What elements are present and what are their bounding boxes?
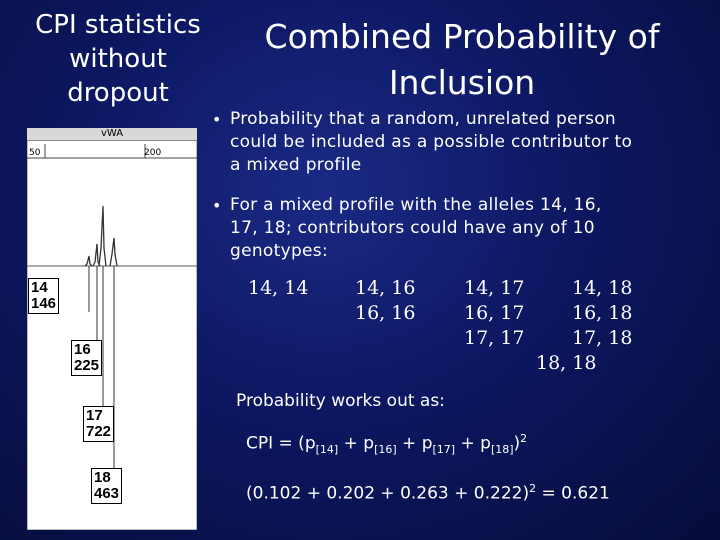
electropherogram-panel: vWA 50 200 14 146 16 225 17 722 18 463 <box>27 128 197 530</box>
allele-number: 16 <box>74 341 91 358</box>
allele-label-box: 14 146 <box>28 278 60 314</box>
slide-title-line: Combined Probability of <box>264 17 660 56</box>
bullet-line: could be included as a possible contribu… <box>230 132 633 152</box>
genotype: 14, 17 <box>464 277 525 299</box>
genotype-column-2: 14, 16 16, 16 <box>355 276 415 326</box>
peak-14 <box>84 255 93 267</box>
formula-text: ) <box>513 433 521 454</box>
slide-title-line: Inclusion <box>388 63 536 102</box>
allele-label-box: 18 463 <box>91 468 123 504</box>
peak-height: 463 <box>94 485 120 502</box>
formula-subscript: [14] <box>315 443 339 457</box>
allele-label-box: 16 225 <box>71 340 103 376</box>
slide-title: Combined Probability of Inclusion <box>232 14 692 106</box>
locus-name: vWA <box>100 128 124 139</box>
bullet-line: For a mixed profile with the alleles 14,… <box>230 195 602 215</box>
electropherogram-graphic <box>27 128 197 530</box>
allele-number: 17 <box>86 407 103 424</box>
formula-subscript: [18] <box>490 443 514 457</box>
genotype: 17, 18 <box>572 327 633 349</box>
probability-label: Probability works out as: <box>236 391 445 411</box>
calc-expression: (0.102 + 0.202 + 0.263 + 0.222) <box>246 483 530 504</box>
cpi-formula: CPI = (p[14] + p[16] + p[17] + p[18])2 <box>246 432 527 456</box>
genotype: 16, 18 <box>572 302 633 324</box>
bullet-line: Probability that a random, unrelated per… <box>230 109 617 129</box>
left-title-line: dropout <box>67 78 169 108</box>
genotype: 16, 17 <box>464 302 525 324</box>
bullet-definition: • Probability that a random, unrelated p… <box>212 108 702 180</box>
allele-label-box: 17 722 <box>83 406 115 442</box>
formula-subscript: [16] <box>374 443 397 457</box>
genotype: 17, 17 <box>464 327 525 349</box>
axis-tick-label: 200 <box>144 148 162 158</box>
genotype: 14, 16 <box>355 277 416 299</box>
allele-number: 14 <box>31 279 48 296</box>
genotype: 18, 18 <box>536 352 597 374</box>
bullet-line: genotypes: <box>230 241 328 261</box>
left-title: CPI statistics without dropout <box>22 8 214 110</box>
peak-17 <box>98 205 107 267</box>
axis-tick-label: 50 <box>29 148 41 158</box>
formula-text: + p <box>455 433 491 454</box>
bullet-dot-icon: • <box>212 110 222 129</box>
genotype-column-4: 14, 18 16, 18 17, 18 18, 18 <box>536 276 633 376</box>
formula-text: + p <box>396 433 433 454</box>
allele-number: 18 <box>94 469 111 486</box>
cpi-calculation: (0.102 + 0.202 + 0.263 + 0.222)2 = 0.621 <box>246 482 610 504</box>
bullet-line: 17, 18; contributors could have any of 1… <box>230 218 595 238</box>
formula-exponent: 2 <box>520 432 528 445</box>
peak-height: 146 <box>31 295 57 312</box>
genotype-column-1: 14, 14 <box>248 276 308 301</box>
left-title-line: without <box>69 44 167 74</box>
formula-text: + p <box>338 433 375 454</box>
genotype: 16, 16 <box>355 302 416 324</box>
formula-text: CPI = (p <box>246 433 316 454</box>
peak-18 <box>109 237 118 267</box>
bullet-line: a mixed profile <box>230 155 362 175</box>
calc-exponent: 2 <box>529 482 537 495</box>
left-title-line: CPI statistics <box>35 10 201 40</box>
genotype: 14, 18 <box>572 277 633 299</box>
bullet-genotypes: • For a mixed profile with the alleles 1… <box>212 194 702 266</box>
peak-height: 225 <box>74 357 100 374</box>
peak-height: 722 <box>86 423 112 440</box>
genotype: 14, 14 <box>248 277 309 299</box>
bullet-dot-icon: • <box>212 196 222 215</box>
genotype-column-3: 14, 17 16, 17 17, 17 <box>464 276 524 351</box>
locus-header: vWA <box>27 128 197 141</box>
formula-subscript: [17] <box>432 443 456 457</box>
calc-result: = 0.621 <box>536 483 610 504</box>
